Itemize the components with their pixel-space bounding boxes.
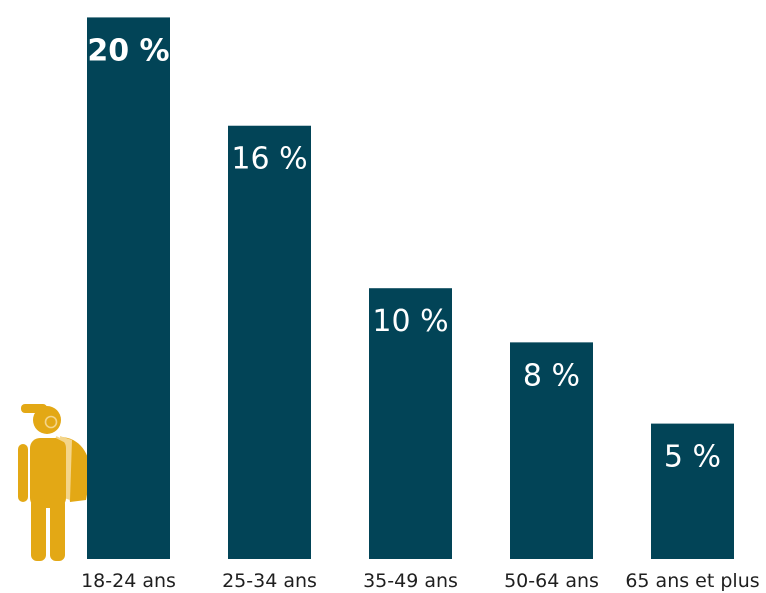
bar-5 (651, 423, 734, 559)
bar-value-label: 5 % (664, 440, 721, 475)
bar-3 (369, 288, 452, 559)
bar-1 (87, 17, 170, 560)
category-label: 18-24 ans (81, 570, 176, 592)
bar-value-label: 20 % (87, 33, 169, 68)
bar-value-label: 8 % (523, 358, 580, 393)
bar-value-label: 10 % (372, 304, 448, 339)
category-label: 50-64 ans (504, 570, 599, 592)
category-label: 65 ans et plus (625, 570, 759, 592)
bar-4 (510, 342, 593, 559)
bar-2 (228, 125, 311, 560)
category-label: 25-34 ans (222, 570, 317, 592)
category-label: 35-49 ans (363, 570, 458, 592)
bar-value-label: 16 % (231, 142, 307, 177)
person-with-backpack-icon (18, 404, 91, 561)
